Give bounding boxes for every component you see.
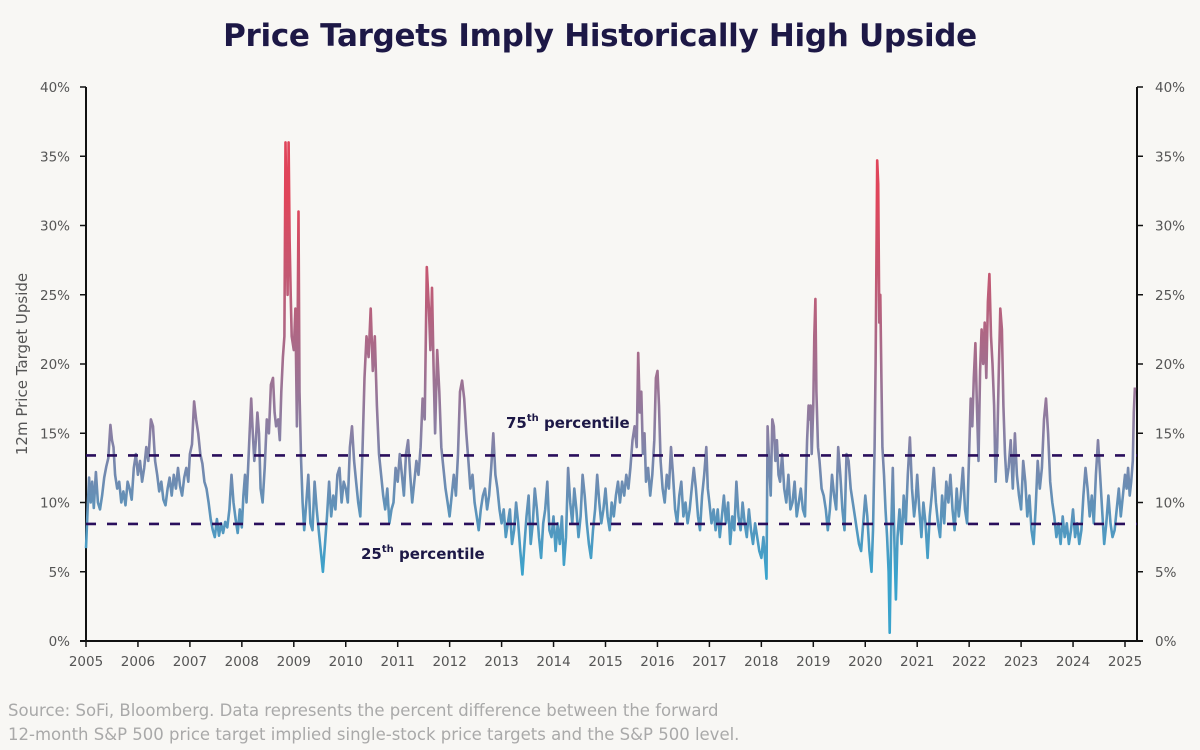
y-tick-label-right: 30% <box>1155 219 1185 235</box>
footnote-line-2: 12-month S&P 500 price target implied si… <box>8 725 740 744</box>
axes-group: 0% 0% 5% 5% 10% 10% 15% 15% 20% 20% 25% 25% 30% 30% 35… <box>40 80 1185 670</box>
annotation-25th-percentile: 25th percentile <box>361 544 485 563</box>
annotation-number: 25 <box>361 545 382 563</box>
annotation-number: 75 <box>506 414 527 432</box>
y-tick-label-right: 35% <box>1155 149 1185 165</box>
series-group <box>84 141 1137 634</box>
y-tick-label-right: 40% <box>1155 80 1185 96</box>
y-tick-label-right: 5% <box>1155 565 1177 581</box>
y-tick-label-right: 10% <box>1155 496 1185 512</box>
x-tick-label: 2014 <box>536 654 570 670</box>
x-tick-label: 2006 <box>121 654 155 670</box>
annotation-text: percentile <box>394 545 485 563</box>
x-tick-label: 2011 <box>381 654 415 670</box>
y-tick-label-left: 5% <box>49 565 71 581</box>
x-tick-label: 2019 <box>796 654 830 670</box>
x-tick-label: 2018 <box>744 654 778 670</box>
x-tick-label: 2013 <box>484 654 518 670</box>
annotation-75th-percentile: 75th percentile <box>506 413 630 432</box>
x-tick-label: 2008 <box>225 654 259 670</box>
y-axis-title: 12m Price Target Upside <box>13 273 31 455</box>
x-tick-label: 2020 <box>848 654 882 670</box>
x-tick-label: 2007 <box>173 654 207 670</box>
x-tick-label: 2009 <box>277 654 311 670</box>
y-tick-label-left: 20% <box>40 357 70 373</box>
annotation-superscript: th <box>382 544 394 555</box>
x-tick-label: 2022 <box>952 654 986 670</box>
y-tick-label-left: 35% <box>40 149 70 165</box>
x-tick-label: 2023 <box>1004 654 1038 670</box>
y-tick-label-right: 20% <box>1155 357 1185 373</box>
x-tick-label: 2017 <box>692 654 726 670</box>
x-tick-label: 2005 <box>69 654 103 670</box>
x-tick-label: 2015 <box>588 654 622 670</box>
y-tick-label-right: 25% <box>1155 288 1185 304</box>
y-tick-label-right: 15% <box>1155 426 1185 442</box>
annotation-superscript: th <box>527 413 539 424</box>
y-tick-label-right: 0% <box>1155 634 1177 650</box>
y-tick-label-left: 30% <box>40 219 70 235</box>
x-tick-label: 2025 <box>1108 654 1142 670</box>
x-tick-label: 2024 <box>1056 654 1090 670</box>
y-tick-label-left: 10% <box>40 496 70 512</box>
reference-lines-group <box>86 454 1137 526</box>
y-tick-label-left: 15% <box>40 426 70 442</box>
y-tick-label-left: 25% <box>40 288 70 304</box>
footnote-line-1: Source: SoFi, Bloomberg. Data represents… <box>8 701 719 720</box>
source-footnote: Source: SoFi, Bloomberg. Data represents… <box>8 699 1188 747</box>
x-tick-label: 2016 <box>640 654 674 670</box>
y-tick-label-left: 0% <box>49 634 71 650</box>
annotation-text: percentile <box>539 414 630 432</box>
chart-title: Price Targets Imply Historically High Up… <box>223 18 977 54</box>
x-tick-label: 2012 <box>432 654 466 670</box>
x-tick-label: 2010 <box>329 654 363 670</box>
y-tick-label-left: 40% <box>40 80 70 96</box>
series-line-price-target-upside <box>84 141 1137 634</box>
x-tick-label: 2021 <box>900 654 934 670</box>
